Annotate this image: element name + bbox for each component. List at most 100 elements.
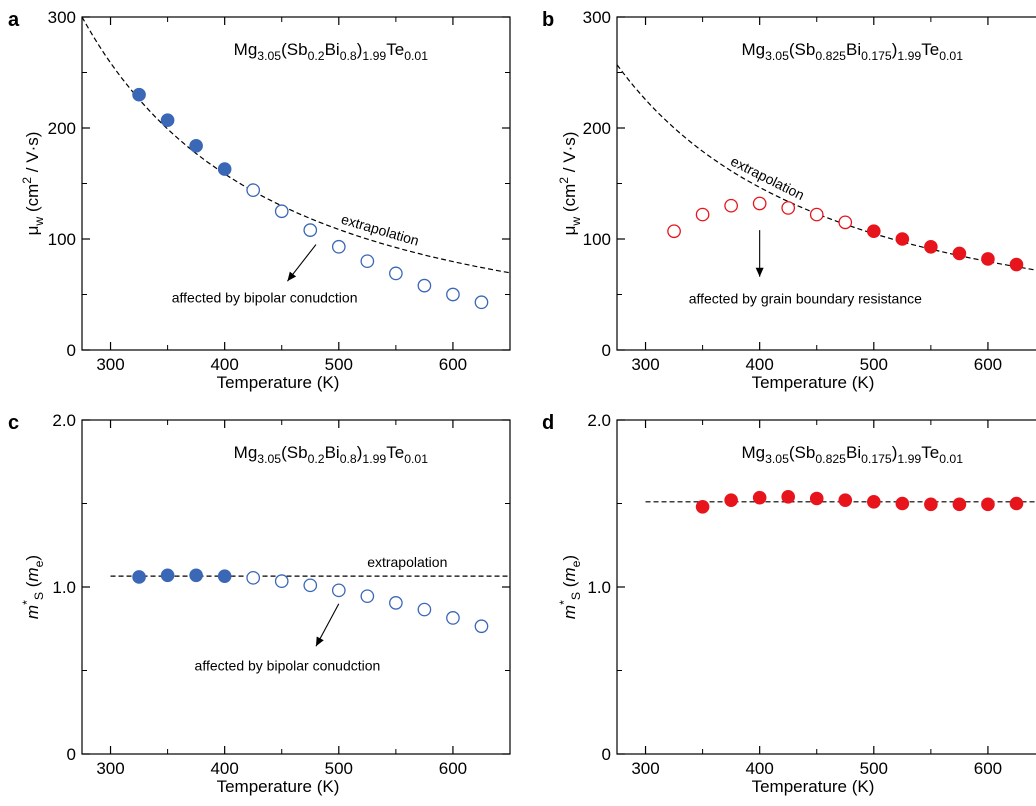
data-points: [132, 87, 489, 310]
data-point-filled: [952, 246, 967, 261]
data-point-open: [274, 204, 289, 219]
data-point-open: [446, 611, 460, 625]
data-point-open: [474, 295, 489, 310]
plot-frame: [616, 419, 1036, 755]
x-tick-label: 400: [745, 759, 773, 778]
data-point-open: [809, 207, 824, 222]
arrow-head: [755, 267, 764, 277]
data-point-open: [360, 589, 375, 604]
data-point-filled: [1009, 496, 1024, 511]
data-point-open: [360, 254, 375, 269]
y-tick-label: 200: [48, 119, 76, 138]
data-point-open: [724, 198, 738, 213]
compound-formula: Mg3.05(Sb0.825Bi0.175)1.99Te0.01: [741, 443, 963, 466]
y-tick-label: 1.0: [587, 578, 611, 597]
data-point-open: [303, 223, 318, 237]
data-point-filled: [695, 500, 710, 514]
data-point-filled: [217, 162, 232, 176]
data-point-filled: [132, 87, 146, 102]
y-axis-title: μw (cm2 / V·s): [20, 132, 46, 236]
panel-letter: b: [542, 9, 554, 31]
data-point-filled: [838, 493, 853, 507]
data-point-filled: [752, 490, 767, 505]
data-points: [132, 568, 489, 634]
x-tick-label: 300: [631, 759, 659, 778]
panel-letter: c: [8, 412, 19, 434]
annotation-text: affected by bipolar conudction: [195, 658, 381, 674]
data-point-open: [303, 578, 318, 593]
panel-d: d 0 1.0 2.0 300 400 500 600 Temperature (K) m*S (…: [542, 411, 1036, 796]
x-tick-label: 300: [96, 355, 124, 374]
y-tick-label: 0: [67, 341, 76, 360]
x-tick-label: 600: [439, 759, 467, 778]
x-tick-label: 500: [325, 355, 353, 374]
x-tick-label: 500: [860, 759, 888, 778]
data-point-open: [695, 207, 710, 222]
data-point-filled: [189, 568, 203, 583]
data-point-filled: [189, 138, 203, 153]
y-tick-label: 0: [602, 745, 611, 764]
data-point-open: [246, 570, 261, 585]
x-tick-label: 500: [860, 355, 888, 374]
data-point-filled: [160, 113, 175, 128]
data-point-filled: [217, 569, 232, 583]
y-tick-label: 200: [583, 119, 611, 138]
x-tick-label: 300: [96, 759, 124, 778]
compound-formula: Mg3.05(Sb0.2Bi0.8)1.99Te0.01: [234, 40, 429, 63]
data-point-open: [667, 224, 681, 239]
arrow-head: [315, 636, 324, 647]
extrapolation-label: extrapolation: [728, 153, 807, 203]
data-point-filled: [781, 490, 795, 504]
y-tick-label: 0: [67, 745, 76, 764]
panel-letter: d: [542, 412, 554, 434]
data-point-open: [752, 196, 767, 211]
annotation-text: affected by grain boundary resistance: [689, 290, 922, 306]
extrapolation-line: [82, 17, 510, 274]
data-point-filled: [724, 493, 738, 507]
y-axis-title: m*S (me): [557, 555, 583, 619]
y-tick-label: 2.0: [52, 411, 76, 430]
data-point-open: [389, 596, 403, 610]
x-axis-title: Temperature (K): [752, 777, 875, 796]
data-points: [667, 196, 1024, 272]
data-point-filled: [866, 495, 881, 509]
data-point-open: [446, 287, 460, 302]
data-point-filled: [952, 497, 967, 512]
x-axis-title: Temperature (K): [217, 373, 340, 392]
data-point-filled: [924, 497, 938, 512]
x-tick-label: 300: [631, 355, 659, 374]
y-tick-label: 100: [583, 230, 611, 249]
panel-a: a 0 100 200 300 300 400 500 600 Temperature (K) μw…: [8, 8, 511, 392]
data-point-open: [274, 574, 289, 589]
data-point-open: [331, 583, 346, 598]
y-tick-label: 300: [583, 8, 611, 27]
data-point-open: [781, 201, 796, 215]
y-tick-label: 0: [602, 341, 611, 360]
y-tick-label: 100: [48, 230, 76, 249]
data-point-open: [331, 239, 346, 254]
data-point-filled: [132, 570, 146, 584]
y-axis-title: m*S (me): [20, 555, 46, 619]
data-point-open: [417, 602, 432, 617]
panel-c: c 0 1.0 2.0 300 400 500 600 Temperature (K) m*S (…: [8, 411, 511, 796]
data-point-filled: [1009, 257, 1024, 272]
y-axis-title: μw (cm2 / V·s): [557, 132, 583, 236]
panel-b: b 0 100 200 300 300 400 500 600 Temperature (K) μw…: [542, 8, 1036, 392]
data-point-filled: [981, 497, 995, 512]
extrapolation-label: extrapolation: [367, 554, 447, 570]
x-tick-label: 400: [210, 759, 238, 778]
y-tick-label: 1.0: [52, 578, 76, 597]
data-point-filled: [895, 496, 910, 511]
data-point-open: [389, 266, 403, 281]
x-axis-title: Temperature (K): [217, 777, 340, 796]
x-tick-label: 400: [745, 355, 773, 374]
data-point-open: [246, 183, 261, 198]
compound-formula: Mg3.05(Sb0.2Bi0.8)1.99Te0.01: [234, 443, 429, 466]
data-point-filled: [866, 224, 881, 239]
x-tick-label: 600: [439, 355, 467, 374]
extrapolation-line: [617, 64, 1036, 271]
x-axis-title: Temperature (K): [752, 373, 875, 392]
x-tick-label: 500: [325, 759, 353, 778]
x-tick-label: 600: [974, 759, 1002, 778]
